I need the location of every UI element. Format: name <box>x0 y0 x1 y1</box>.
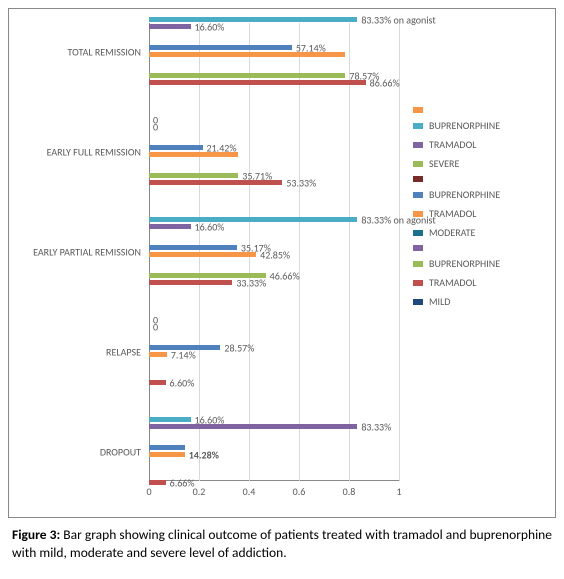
legend-item <box>413 245 551 251</box>
category-label: DROPOUT <box>100 446 149 459</box>
chart-container: DROPOUT6.66%14.28%83.33%16.60%RELAPSE6.6… <box>8 8 556 518</box>
x-tick-label: 1 <box>396 485 401 498</box>
x-tick-label: 0 <box>146 485 151 498</box>
legend-item: BUPRENORPHINE <box>413 257 551 270</box>
legend-swatch <box>413 299 423 305</box>
legend-label: MILD <box>429 295 450 308</box>
bar-value-label: 16.60% <box>195 413 225 426</box>
legend-swatch <box>413 230 423 236</box>
bar <box>149 424 357 429</box>
bar-value-label: 83.33% <box>361 420 391 433</box>
legend-swatch <box>413 107 423 113</box>
legend-swatch <box>413 211 423 217</box>
legend-item: TRAMADOL <box>413 276 551 289</box>
caption-lead: Figure 3: <box>12 526 60 543</box>
legend-item <box>413 107 551 113</box>
bar <box>149 45 292 50</box>
bar-value-label: 57.14% <box>296 41 326 54</box>
legend-item <box>413 176 551 182</box>
legend-item: MODERATE <box>413 226 551 239</box>
legend-swatch <box>413 192 423 198</box>
legend-label: MODERATE <box>429 226 475 239</box>
bar <box>149 352 167 357</box>
bar <box>149 217 357 222</box>
legend-item: BUPRENORPHINE <box>413 119 551 132</box>
bar <box>149 417 191 422</box>
legend-item: TRAMADOL <box>413 138 551 151</box>
bar <box>149 24 191 29</box>
legend-swatch <box>413 142 423 148</box>
legend-swatch <box>413 161 423 167</box>
bar <box>149 380 166 385</box>
grid-line <box>299 23 300 481</box>
legend-item: MILD <box>413 295 551 308</box>
category-label: RELAPSE <box>106 346 149 359</box>
figure-frame: DROPOUT6.66%14.28%83.33%16.60%RELAPSE6.6… <box>0 0 564 579</box>
bar-value-label: 21.42% <box>207 141 237 154</box>
bar <box>149 17 357 22</box>
bar-value-label: 0 <box>153 113 158 126</box>
legend: BUPRENORPHINE TRAMADOL SEVERE BUPRENORPHINE… <box>413 107 551 314</box>
bar-value-label: 28.57% <box>224 341 254 354</box>
legend-label: TRAMADOL <box>429 207 476 220</box>
bar-value-label: 14.28% <box>189 448 219 461</box>
bar <box>149 273 266 278</box>
legend-label: BUPRENORPHINE <box>429 257 500 270</box>
x-ticks: 0 0.2 0.4 0.6 0.8 1 <box>149 485 399 505</box>
legend-swatch <box>413 245 423 251</box>
bar-value-label: 35.71% <box>242 169 272 182</box>
bar <box>149 145 203 150</box>
grid-line <box>349 23 350 481</box>
bar-value-label: 46.66% <box>270 269 300 282</box>
bar-value-label: 6.60% <box>170 376 195 389</box>
bar <box>149 80 366 85</box>
x-tick-label: 0.4 <box>243 485 256 498</box>
x-tick-label: 0.8 <box>343 485 356 498</box>
category-label: EARLY PARTIAL REMISSION <box>33 246 149 259</box>
legend-label: TRAMADOL <box>429 138 476 151</box>
legend-swatch <box>413 176 423 182</box>
figure-caption: Figure 3: Bar graph showing clinical out… <box>12 526 552 561</box>
bar <box>149 224 191 229</box>
bar <box>149 73 345 78</box>
legend-item: BUPRENORPHINE <box>413 188 551 201</box>
plot-area: DROPOUT6.66%14.28%83.33%16.60%RELAPSE6.6… <box>149 23 399 481</box>
bar-value-label: 83.33% on agonist <box>361 13 435 26</box>
x-tick-label: 0.6 <box>293 485 306 498</box>
legend-item: SEVERE <box>413 157 551 170</box>
category-label: TOTAL REMISSION <box>68 46 149 59</box>
bar-value-label: 78.57% <box>349 69 379 82</box>
legend-swatch <box>413 261 423 267</box>
category-label: EARLY FULL REMISSION <box>47 146 149 159</box>
bar <box>149 452 185 457</box>
legend-label: BUPRENORPHINE <box>429 188 500 201</box>
bar-value-label: 35.17% <box>241 241 271 254</box>
bar-value-label: 53.33% <box>286 176 316 189</box>
legend-swatch <box>413 123 423 129</box>
bar <box>149 245 237 250</box>
grid-line <box>399 23 400 481</box>
caption-text: Bar graph showing clinical outcome of pa… <box>12 526 552 561</box>
bar <box>149 280 232 285</box>
bar <box>149 173 238 178</box>
legend-label: TRAMADOL <box>429 276 476 289</box>
bar-value-label: 0 <box>153 313 158 326</box>
bar <box>149 345 220 350</box>
legend-item: TRAMADOL <box>413 207 551 220</box>
legend-label: SEVERE <box>429 157 459 170</box>
x-tick-label: 0.2 <box>193 485 206 498</box>
legend-label: BUPRENORPHINE <box>429 119 500 132</box>
bar <box>149 445 185 450</box>
legend-swatch <box>413 280 423 286</box>
